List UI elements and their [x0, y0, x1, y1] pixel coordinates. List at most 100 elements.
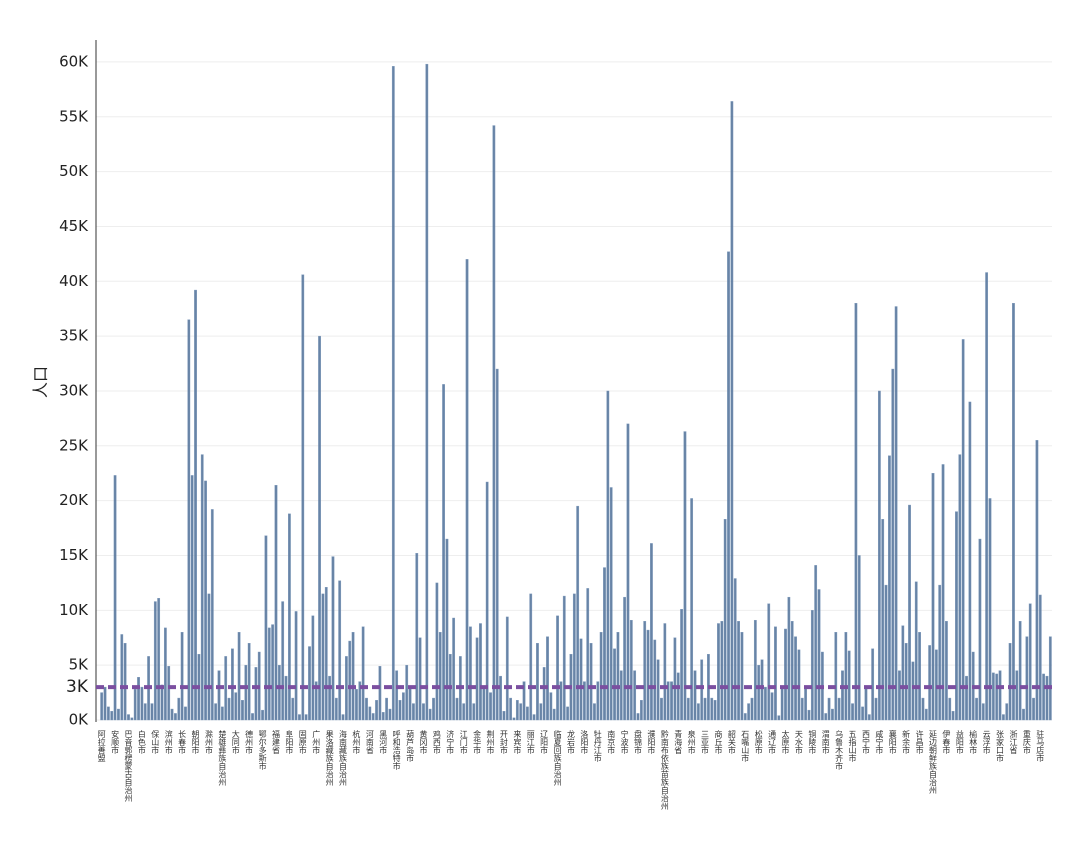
bar: [891, 368, 895, 721]
bar: [767, 603, 771, 721]
x-tick-label: 鄂尔多斯市: [258, 730, 267, 771]
bar: [234, 692, 238, 721]
bar: [998, 670, 1002, 721]
bar: [291, 697, 295, 721]
bar: [965, 675, 968, 721]
bar: [415, 553, 419, 721]
bar: [475, 637, 479, 721]
x-tick-label: 铜陵市: [808, 729, 817, 755]
x-tick-label: 青海省: [674, 729, 683, 755]
bar: [324, 587, 328, 721]
bar: [727, 251, 730, 721]
bar: [623, 596, 626, 721]
bar: [978, 538, 982, 721]
bar: [515, 700, 519, 721]
bar: [331, 556, 335, 721]
bar: [898, 670, 901, 721]
bar: [492, 125, 496, 721]
y-tick-label: 60K: [59, 52, 89, 70]
bar: [740, 632, 744, 721]
bar: [1042, 673, 1045, 721]
bar: [398, 700, 402, 721]
x-tick-label: 云浮市: [982, 730, 991, 755]
x-tick-label: 固原市: [298, 730, 307, 755]
bar: [536, 643, 539, 721]
x-tick-label: 乌鲁木齐市: [835, 729, 844, 771]
bar: [753, 619, 757, 721]
bar: [901, 625, 905, 721]
bar: [284, 675, 288, 721]
bar: [703, 697, 707, 721]
bar: [328, 675, 331, 721]
x-tick-label: 白色市: [137, 729, 146, 755]
x-tick-label: 通辽市: [768, 729, 777, 755]
x-tick-label: 巴音郭楞蒙古自治州: [124, 730, 133, 802]
bar: [680, 609, 683, 721]
bar: [941, 464, 945, 721]
bar: [750, 697, 754, 721]
bar: [810, 610, 814, 721]
bar: [153, 601, 157, 721]
bar: [747, 703, 751, 721]
bar: [361, 626, 365, 721]
bar: [301, 274, 305, 721]
x-tick-label: 张家口市: [996, 730, 1005, 763]
bar: [576, 505, 580, 721]
bar: [204, 480, 207, 721]
y-tick-label: 40K: [59, 272, 89, 290]
bar: [529, 593, 533, 721]
x-tick-label: 江门市: [459, 730, 468, 755]
bar: [864, 686, 868, 721]
bar: [401, 692, 405, 721]
bar: [991, 672, 995, 721]
bar: [120, 634, 124, 721]
bar: [871, 648, 875, 721]
bar: [583, 681, 586, 721]
x-tick-label: 松原市: [754, 729, 763, 755]
bar: [660, 697, 663, 721]
bar: [509, 697, 513, 721]
bar: [968, 401, 972, 721]
bar: [995, 673, 999, 721]
bar: [757, 664, 761, 721]
bar: [720, 621, 724, 721]
x-tick-label: 石嘴山市: [741, 730, 750, 763]
bar: [405, 664, 409, 721]
bar: [526, 706, 529, 721]
bar: [231, 648, 234, 721]
bar: [854, 303, 858, 721]
bar: [294, 611, 298, 721]
bar: [593, 703, 596, 721]
bar: [425, 63, 429, 721]
bar: [556, 615, 559, 721]
x-tick-label: 宁波市: [620, 729, 629, 755]
x-tick-label: 广州市: [312, 729, 321, 755]
x-tick-label: 葫芦岛市: [406, 729, 415, 763]
bar: [338, 580, 342, 721]
bar: [190, 475, 194, 721]
bar: [241, 700, 244, 721]
bar: [140, 686, 144, 721]
bar: [696, 703, 700, 721]
bar: [485, 481, 489, 721]
bar: [489, 692, 492, 721]
bar: [137, 677, 140, 721]
y-tick-label: 0K: [69, 711, 90, 729]
bar: [217, 670, 221, 721]
bar: [385, 697, 388, 721]
bar: [797, 649, 801, 721]
bar: [207, 593, 211, 721]
y-tick-label: 25K: [59, 436, 89, 454]
bar: [462, 703, 466, 721]
x-tick-label: 渭南市: [821, 729, 830, 755]
x-tick-label: 三亚市: [701, 730, 710, 755]
bar: [784, 628, 787, 721]
bar: [663, 623, 667, 721]
bar: [988, 498, 992, 721]
bar: [670, 681, 673, 721]
bar: [512, 717, 516, 721]
bar: [673, 637, 677, 721]
x-tick-label: 太原市: [781, 729, 790, 755]
bar: [281, 601, 285, 721]
bar: [938, 584, 942, 721]
